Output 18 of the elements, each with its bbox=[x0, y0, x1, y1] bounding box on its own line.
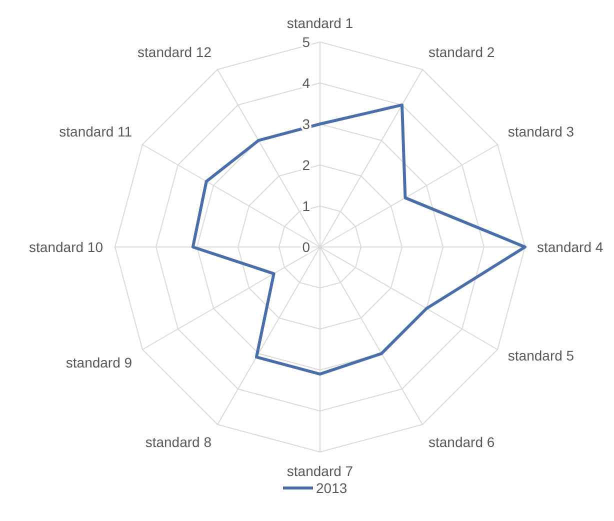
spoke-label: standard 6 bbox=[428, 434, 495, 450]
y-tick-label: 5 bbox=[302, 34, 310, 50]
spoke-label: standard 7 bbox=[286, 463, 354, 479]
spoke-label: standard 10 bbox=[29, 239, 104, 255]
spoke-label: standard 5 bbox=[508, 348, 574, 364]
spoke-label: standard 8 bbox=[145, 434, 212, 450]
spoke-label: standard 4 bbox=[537, 239, 604, 255]
spoke-label: standard 9 bbox=[66, 354, 132, 370]
spoke-label: standard 1 bbox=[286, 15, 354, 31]
legend-label: 2013 bbox=[316, 480, 348, 496]
spoke-label: standard 2 bbox=[428, 44, 495, 60]
spoke-label: standard 3 bbox=[508, 124, 574, 140]
spoke-label: standard 12 bbox=[138, 44, 212, 60]
y-tick-label: 0 bbox=[302, 239, 310, 255]
y-tick-label: 1 bbox=[302, 198, 310, 214]
spoke-label: standard 11 bbox=[59, 124, 132, 140]
y-tick-label: 2 bbox=[302, 157, 310, 173]
y-tick-label: 4 bbox=[302, 75, 310, 91]
